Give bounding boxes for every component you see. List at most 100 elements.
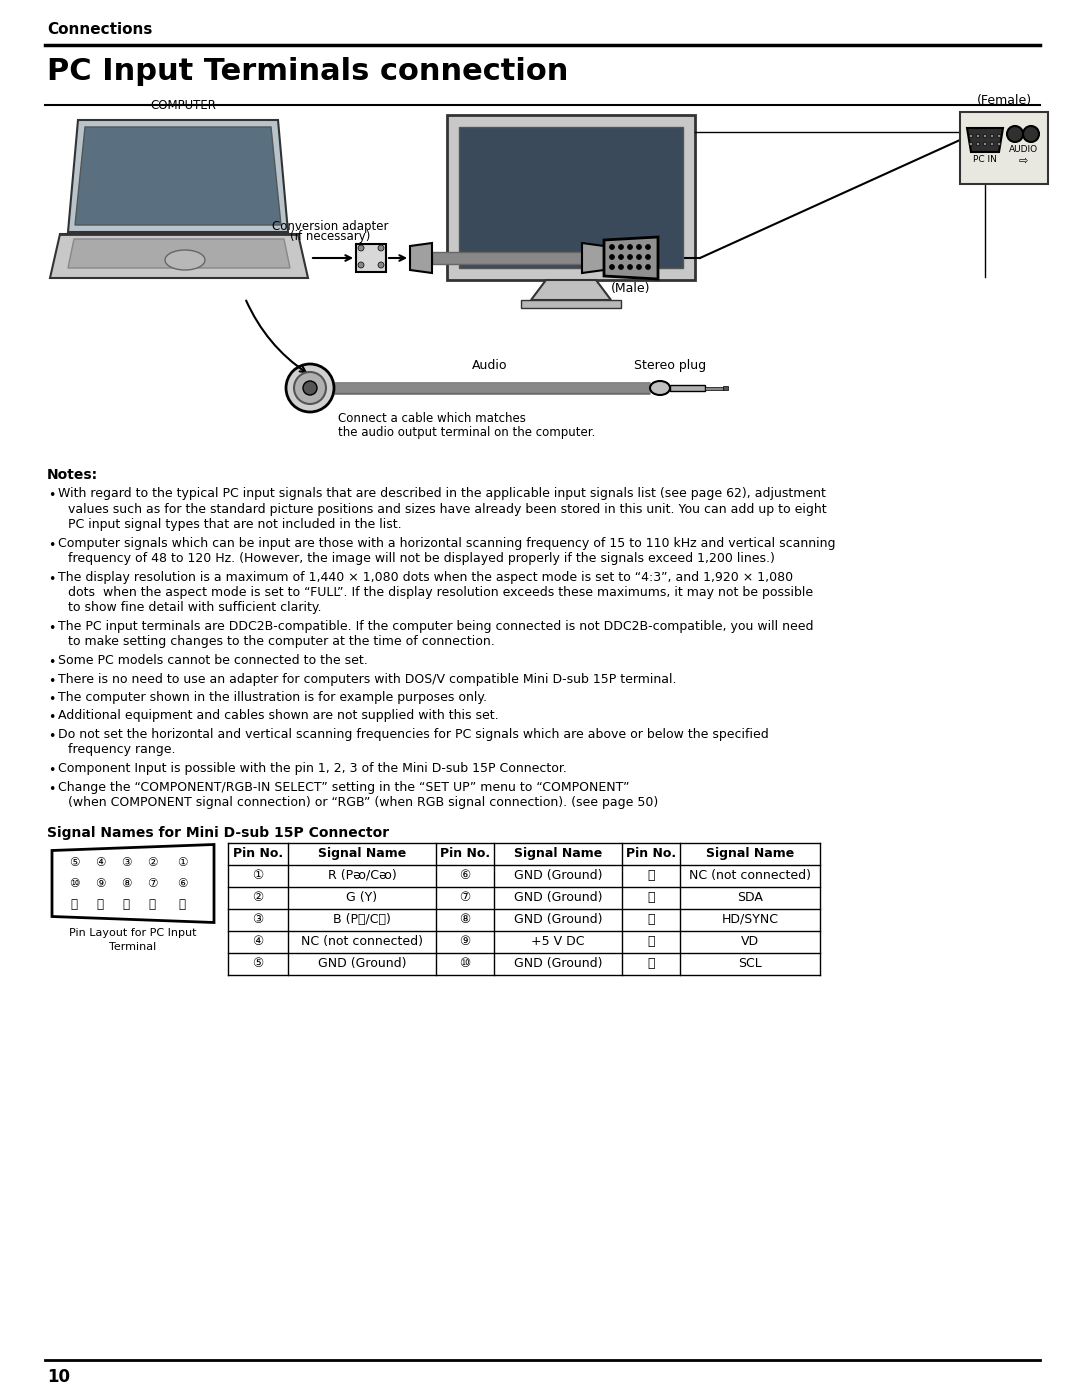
- Text: ②: ②: [147, 856, 158, 869]
- Ellipse shape: [165, 250, 205, 270]
- Text: •: •: [48, 764, 55, 777]
- Ellipse shape: [969, 134, 973, 138]
- Text: frequency of 48 to 120 Hz. (However, the image will not be displayed properly if: frequency of 48 to 120 Hz. (However, the…: [68, 552, 774, 564]
- Text: •: •: [48, 693, 55, 705]
- Text: NC (not connected): NC (not connected): [689, 869, 811, 882]
- Bar: [705, 387, 723, 390]
- Ellipse shape: [969, 142, 973, 145]
- Text: ⑩: ⑩: [69, 877, 79, 890]
- Text: Signal Name: Signal Name: [318, 847, 406, 861]
- Bar: [447, 115, 696, 279]
- Text: ⑪: ⑪: [178, 898, 186, 911]
- Ellipse shape: [976, 134, 980, 138]
- Bar: [521, 300, 621, 307]
- Polygon shape: [604, 237, 658, 279]
- Ellipse shape: [646, 264, 650, 270]
- Text: With regard to the typical PC input signals that are described in the applicable: With regard to the typical PC input sign…: [58, 488, 826, 500]
- Text: Signal Name: Signal Name: [706, 847, 794, 861]
- Text: PC cable: PC cable: [480, 237, 535, 250]
- Ellipse shape: [619, 264, 623, 270]
- Text: Computer signals which can be input are those with a horizontal scanning frequen: Computer signals which can be input are …: [58, 536, 836, 549]
- Text: PC input signal types that are not included in the list.: PC input signal types that are not inclu…: [68, 518, 402, 531]
- Text: •: •: [48, 538, 55, 552]
- Text: GND (Ground): GND (Ground): [514, 869, 603, 882]
- Text: GND (Ground): GND (Ground): [514, 914, 603, 926]
- Text: Stereo plug: Stereo plug: [634, 359, 706, 372]
- Ellipse shape: [1023, 126, 1039, 142]
- Text: GND (Ground): GND (Ground): [318, 957, 406, 970]
- Text: ⑤: ⑤: [253, 957, 264, 970]
- Bar: [723, 386, 728, 390]
- Ellipse shape: [650, 381, 670, 395]
- Text: ⑥: ⑥: [177, 877, 187, 890]
- Text: PC Input Terminals connection: PC Input Terminals connection: [48, 57, 568, 87]
- Text: 10: 10: [48, 1368, 70, 1386]
- Text: frequency range.: frequency range.: [68, 743, 175, 757]
- Text: AUDIO: AUDIO: [1009, 145, 1038, 154]
- Text: ⑭: ⑭: [96, 898, 104, 911]
- Text: •: •: [48, 489, 55, 502]
- Ellipse shape: [997, 142, 1001, 145]
- Text: Signal Names for Mini D-sub 15P Connector: Signal Names for Mini D-sub 15P Connecto…: [48, 827, 389, 841]
- Text: Mini D-sub 15p: Mini D-sub 15p: [584, 217, 678, 231]
- Ellipse shape: [627, 264, 633, 270]
- Text: SDA: SDA: [737, 891, 762, 904]
- Polygon shape: [410, 243, 432, 272]
- Ellipse shape: [357, 263, 364, 268]
- Text: B (Pᴕ/Cᴕ): B (Pᴕ/Cᴕ): [333, 914, 391, 926]
- Ellipse shape: [286, 365, 334, 412]
- Text: ①: ①: [253, 869, 264, 882]
- Text: ②: ②: [253, 891, 264, 904]
- Text: The PC input terminals are DDC2B-compatible. If the computer being connected is : The PC input terminals are DDC2B-compati…: [58, 620, 813, 633]
- Ellipse shape: [294, 372, 326, 404]
- Text: ⑬: ⑬: [647, 914, 654, 926]
- Polygon shape: [68, 120, 288, 232]
- Ellipse shape: [636, 244, 642, 250]
- Text: ⑮: ⑮: [70, 898, 78, 911]
- Text: G (Y): G (Y): [347, 891, 378, 904]
- Text: Pin No.: Pin No.: [233, 847, 283, 861]
- Text: ④: ④: [253, 935, 264, 949]
- Text: dots  when the aspect mode is set to “FULL”. If the display resolution exceeds t: dots when the aspect mode is set to “FUL…: [68, 585, 813, 599]
- Ellipse shape: [619, 244, 623, 250]
- Text: to make setting changes to the computer at the time of connection.: to make setting changes to the computer …: [68, 636, 495, 648]
- Text: Component Input is possible with the pin 1, 2, 3 of the Mini D-sub 15P Connector: Component Input is possible with the pin…: [58, 761, 567, 775]
- Text: Additional equipment and cables shown are not supplied with this set.: Additional equipment and cables shown ar…: [58, 710, 499, 722]
- Polygon shape: [52, 845, 214, 922]
- Text: Pin Layout for PC Input: Pin Layout for PC Input: [69, 929, 197, 939]
- Text: There is no need to use an adapter for computers with DOS/V compatible Mini D-su: There is no need to use an adapter for c…: [58, 672, 676, 686]
- Ellipse shape: [303, 381, 318, 395]
- Polygon shape: [50, 235, 308, 278]
- Text: Do not set the horizontal and vertical scanning frequencies for PC signals which: Do not set the horizontal and vertical s…: [58, 728, 769, 740]
- Text: •: •: [48, 657, 55, 669]
- Text: •: •: [48, 622, 55, 636]
- Ellipse shape: [990, 142, 994, 145]
- Text: ⑦: ⑦: [459, 891, 471, 904]
- Ellipse shape: [983, 142, 987, 145]
- Text: The display resolution is a maximum of 1,440 × 1,080 dots when the aspect mode i: The display resolution is a maximum of 1…: [58, 570, 793, 584]
- Text: GND (Ground): GND (Ground): [514, 957, 603, 970]
- Text: The computer shown in the illustration is for example purposes only.: The computer shown in the illustration i…: [58, 692, 487, 704]
- Text: •: •: [48, 711, 55, 725]
- Text: ⑧: ⑧: [121, 877, 132, 890]
- Ellipse shape: [378, 263, 384, 268]
- Text: Conversion adapter: Conversion adapter: [272, 219, 388, 233]
- Ellipse shape: [609, 264, 615, 270]
- Ellipse shape: [990, 134, 994, 138]
- Text: Pin No.: Pin No.: [626, 847, 676, 861]
- Text: Terminal: Terminal: [109, 942, 157, 951]
- Text: Connections: Connections: [48, 22, 152, 36]
- Text: ⑮: ⑮: [647, 957, 654, 970]
- Bar: [356, 244, 386, 272]
- Text: (Male): (Male): [611, 282, 651, 295]
- Ellipse shape: [609, 254, 615, 260]
- Text: ⑬: ⑬: [122, 898, 130, 911]
- Bar: [459, 127, 683, 268]
- Text: ③: ③: [253, 914, 264, 926]
- Ellipse shape: [627, 244, 633, 250]
- Ellipse shape: [378, 244, 384, 251]
- Ellipse shape: [619, 254, 623, 260]
- Text: ⑤: ⑤: [69, 856, 79, 869]
- Ellipse shape: [983, 134, 987, 138]
- Ellipse shape: [357, 244, 364, 251]
